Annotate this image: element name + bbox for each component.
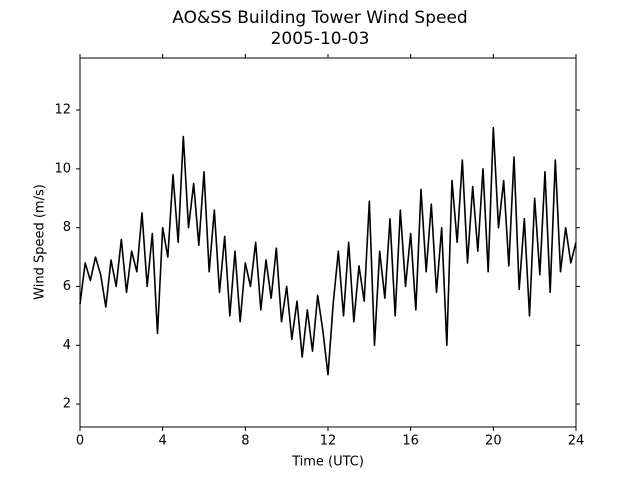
x-tick-label: 12 bbox=[320, 434, 337, 449]
y-tick-label: 10 bbox=[54, 161, 71, 176]
data-line bbox=[79, 126, 577, 376]
chart-title: AO&SS Building Tower Wind Speed bbox=[172, 8, 467, 28]
y-tick-label: 8 bbox=[63, 220, 71, 235]
y-tick-label: 4 bbox=[63, 338, 71, 353]
x-tick-label: 24 bbox=[568, 434, 585, 449]
x-tick-label: 0 bbox=[76, 434, 84, 449]
chart-subtitle: 2005-10-03 bbox=[271, 29, 370, 49]
x-tick-label: 4 bbox=[159, 434, 167, 449]
x-axis-label: Time (UTC) bbox=[291, 455, 364, 470]
x-tick-label: 8 bbox=[241, 434, 249, 449]
x-tick-label: 16 bbox=[402, 434, 419, 449]
y-axis-label: Wind Speed (m/s) bbox=[33, 184, 48, 300]
y-tick-label: 2 bbox=[63, 397, 71, 412]
y-tick-label: 12 bbox=[54, 103, 71, 118]
x-tick-label: 20 bbox=[485, 434, 502, 449]
y-tick-label: 6 bbox=[63, 279, 71, 294]
plot-frame bbox=[79, 57, 577, 428]
